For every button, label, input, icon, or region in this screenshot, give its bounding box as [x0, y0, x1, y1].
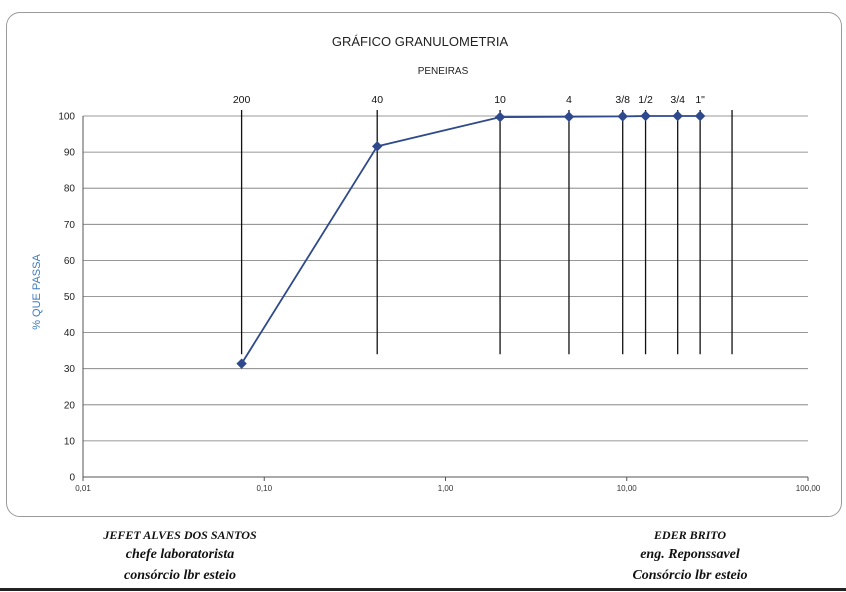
y-tick-label: 20	[64, 400, 76, 411]
signer-name: JEFET ALVES DOS SANTOS	[103, 528, 257, 542]
data-point	[640, 110, 651, 122]
signer-org: Consórcio lbr esteio	[632, 568, 748, 583]
x-tick-label: 100,00	[796, 484, 821, 493]
sieve-lines: 200 40 10 4 3/8 1/2 3/4 1"	[233, 94, 733, 355]
data-point	[672, 110, 683, 122]
y-tick-label: 100	[58, 112, 75, 123]
sieve-label: 4	[566, 94, 572, 106]
chart: GRÁFICO GRANULOMETRIA PENEIRAS % QUE PAS…	[31, 34, 821, 494]
data-point	[372, 141, 383, 152]
y-axis-label: % QUE PASSA	[31, 254, 43, 330]
y-tick-label: 70	[64, 220, 76, 231]
data-point	[617, 111, 628, 122]
signature-left: JEFET ALVES DOS SANTOS chefe laboratoris…	[80, 527, 280, 586]
bottom-rule	[0, 588, 846, 591]
axes: 0 10 20 30 40 50 60 70 80 90 100 0,01 0,10 1,00 10,00 1…	[58, 112, 820, 494]
chart-frame	[6, 12, 842, 517]
sieve-label: 40	[371, 94, 383, 106]
y-tick-label: 0	[69, 473, 75, 484]
data-point	[494, 111, 506, 123]
y-tick-label: 60	[64, 256, 76, 267]
x-tick-label: 0,10	[256, 484, 272, 493]
y-tick-label: 50	[64, 292, 76, 303]
x-tick-label: 10,00	[617, 484, 638, 493]
y-tick-label: 90	[64, 148, 76, 159]
y-tick-label: 10	[64, 436, 76, 447]
chart-subtitle: PENEIRAS	[418, 66, 469, 77]
data-point	[236, 358, 247, 369]
sieve-label: 1"	[695, 94, 705, 106]
signer-role: chefe laboratorista	[125, 547, 235, 562]
sieve-label: 3/4	[670, 94, 685, 106]
signer-role: eng. Reponssavel	[640, 547, 740, 562]
sieve-label: 200	[233, 94, 251, 106]
signature-right: EDER BRITO eng. Reponssavel Consórcio lb…	[590, 527, 790, 586]
chart-title: GRÁFICO GRANULOMETRIA	[332, 34, 509, 49]
data-point	[694, 110, 706, 122]
signer-org: consórcio lbr esteio	[124, 568, 236, 583]
sieve-label: 3/8	[615, 94, 630, 106]
x-tick-label: 1,00	[438, 484, 454, 493]
grid	[83, 115, 808, 442]
y-tick-label: 80	[64, 184, 76, 195]
signer-name: EDER BRITO	[653, 528, 727, 542]
series	[236, 110, 706, 369]
sieve-label: 10	[494, 94, 506, 106]
y-tick-label: 30	[64, 364, 76, 375]
series-line	[240, 115, 701, 365]
y-tick-label: 40	[64, 328, 76, 339]
x-tick-label: 0,01	[75, 484, 91, 493]
sieve-label: 1/2	[638, 94, 653, 106]
data-point	[563, 111, 575, 122]
